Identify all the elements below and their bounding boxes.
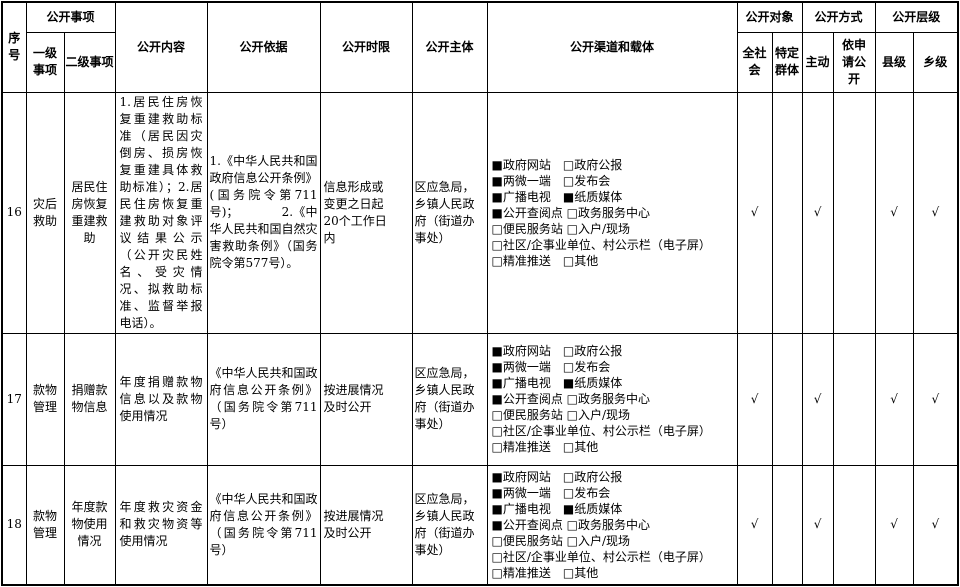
header-open-content: 公开内容 bbox=[114, 1, 208, 93]
level1-cell: 款物管理 bbox=[25, 464, 65, 586]
header-open-method: 公开方式 bbox=[801, 1, 876, 33]
header-level2-item: 二级事项 bbox=[63, 31, 116, 93]
level2-cell: 居民住房恢复重建救助 bbox=[63, 91, 116, 334]
mark-level-county-cell: √ bbox=[874, 91, 914, 334]
channel-line: □便民服务站 □入户/现场 bbox=[491, 408, 631, 422]
mark-method-active-cell: √ bbox=[801, 332, 834, 466]
channel-line: □精准推送 □其他 bbox=[491, 253, 599, 268]
mark-audience-specific-cell bbox=[771, 464, 803, 586]
channel-line: □精准推送 □其他 bbox=[491, 565, 599, 580]
channel-line: ■广播电视 ■纸质媒体 bbox=[491, 376, 623, 390]
channel-line: ■政府网站 □政府公报 bbox=[491, 344, 623, 358]
channel-line: ■公开查阅点 □政务服务中心 bbox=[491, 517, 651, 532]
channels-cell: ■政府网站 □政府公报 ■两微一端 □发布会 ■广播电视 ■纸质媒体 ■公开查阅… bbox=[486, 464, 738, 586]
content-cell: 1.居民住房恢复重建救助标准（居民因灾倒房、损房恢复重建具体救助标准）；2.居民… bbox=[114, 91, 208, 334]
header-row-1: 序号 公开事项 公开内容 公开依据 公开时限 公开主体 公开渠道和载体 公开对象… bbox=[1, 1, 959, 93]
header-level-township: 乡级 bbox=[912, 31, 959, 93]
mark-method-on-request-cell bbox=[832, 332, 876, 466]
serial-cell: 17 bbox=[1, 332, 27, 466]
mark-level-township-cell: √ bbox=[912, 464, 959, 586]
channel-line: ■广播电视 ■纸质媒体 bbox=[491, 189, 623, 204]
header-audience-all: 全社会 bbox=[736, 31, 773, 93]
header-open-items: 公开事项 bbox=[25, 1, 116, 33]
channel-line: ■公开查阅点 □政务服务中心 bbox=[491, 205, 651, 220]
subject-cell: 区应急局，乡镇人民政府（街道办事处） bbox=[411, 464, 488, 586]
channel-line: ■两微一端 □发布会 bbox=[491, 360, 611, 374]
channel-line: □社区/企事业单位、村公示栏（电子屏） bbox=[491, 549, 711, 564]
header-open-audience: 公开对象 bbox=[736, 1, 803, 33]
mark-level-county-cell: √ bbox=[874, 464, 914, 586]
level2-cell: 捐赠款物信息 bbox=[63, 332, 116, 466]
serial-cell: 18 bbox=[1, 464, 27, 586]
channel-line: ■两微一端 □发布会 bbox=[491, 173, 611, 188]
channel-line: ■两微一端 □发布会 bbox=[491, 485, 611, 500]
mark-audience-all-cell: √ bbox=[736, 464, 773, 586]
time-limit-text: 按进展情况及时公开 bbox=[323, 508, 384, 540]
time-limit-cell: 信息形成或变更之日起20个工作日内 bbox=[319, 91, 413, 334]
channel-line: □精准推送 □其他 bbox=[491, 440, 599, 454]
content-cell: 年度救灾资金和救灾物资等使用情况 bbox=[114, 464, 208, 586]
channel-line: □社区/企事业单位、村公示栏（电子屏） bbox=[491, 237, 711, 252]
mark-audience-all-cell: √ bbox=[736, 91, 773, 334]
time-limit-text: 信息形成或变更之日起20个工作日内 bbox=[323, 179, 387, 245]
mark-audience-specific-cell bbox=[771, 91, 803, 334]
header-open-level: 公开层级 bbox=[874, 1, 959, 33]
mark-level-county-cell: √ bbox=[874, 332, 914, 466]
time-limit-cell: 按进展情况及时公开 bbox=[319, 464, 413, 586]
table-row: 17 款物管理 捐赠款物信息 年度捐赠款物信息以及款物使用情况 《中华人民共和国… bbox=[1, 332, 959, 466]
header-row-2: 一级事项 二级事项 全社会 特定群体 主动 依申请公开 县级 乡级 bbox=[2, 31, 959, 93]
serial-cell: 16 bbox=[1, 91, 27, 334]
basis-cell: 《中华人民共和国政府信息公开条例》（国务院令第711号） bbox=[206, 464, 321, 586]
basis-cell: 1.《中华人民共和国政府信息公开条例》(国务院令第711号)； 2.《中华人民共… bbox=[206, 91, 321, 334]
header-method-active: 主动 bbox=[801, 31, 834, 93]
time-limit-cell: 按进展情况及时公开 bbox=[319, 332, 413, 466]
mark-level-township-cell: √ bbox=[912, 91, 959, 334]
header-open-channels: 公开渠道和载体 bbox=[486, 1, 738, 93]
channel-line: ■政府网站 □政府公报 bbox=[491, 469, 623, 484]
header-open-basis: 公开依据 bbox=[206, 1, 321, 93]
subject-cell: 区应急局，乡镇人民政府（街道办事处） bbox=[411, 91, 488, 334]
mark-method-active-cell: √ bbox=[801, 91, 834, 334]
time-limit-text: 按进展情况及时公开 bbox=[323, 383, 384, 414]
header-method-on-request: 依申请公开 bbox=[832, 31, 876, 93]
channel-line: □便民服务站 □入户/现场 bbox=[491, 221, 631, 236]
basis-cell: 《中华人民共和国政府信息公开条例》（国务院令第711号） bbox=[206, 332, 321, 466]
header-open-subject: 公开主体 bbox=[411, 1, 488, 93]
mark-method-on-request-cell bbox=[832, 464, 876, 586]
level2-cell: 年度款物使用情况 bbox=[63, 464, 116, 586]
header-level1-item: 一级事项 bbox=[25, 31, 65, 93]
channels-cell: ■政府网站 □政府公报 ■两微一端 □发布会 ■广播电视 ■纸质媒体 ■公开查阅… bbox=[486, 91, 738, 334]
header-level-county: 县级 bbox=[874, 31, 914, 93]
content-cell: 年度捐赠款物信息以及款物使用情况 bbox=[114, 332, 208, 466]
table-row: 18 款物管理 年度款物使用情况 年度救灾资金和救灾物资等使用情况 《中华人民共… bbox=[1, 464, 959, 586]
subject-cell: 区应急局，乡镇人民政府（街道办事处） bbox=[411, 332, 488, 466]
table-row: 16 灾后救助 居民住房恢复重建救助 1.居民住房恢复重建救助标准（居民因灾倒房… bbox=[1, 91, 959, 334]
channel-line: □便民服务站 □入户/现场 bbox=[491, 533, 631, 548]
mark-level-township-cell: √ bbox=[912, 332, 959, 466]
header-open-time-limit: 公开时限 bbox=[319, 1, 413, 93]
header-audience-specific: 特定群体 bbox=[771, 31, 803, 93]
channel-line: ■政府网站 □政府公报 bbox=[491, 157, 623, 172]
channels-cell: ■政府网站 □政府公报 ■两微一端 □发布会 ■广播电视 ■纸质媒体 ■公开查阅… bbox=[486, 332, 738, 466]
level1-cell: 灾后救助 bbox=[25, 91, 65, 334]
channel-line: ■广播电视 ■纸质媒体 bbox=[491, 501, 623, 516]
header-serial: 序号 bbox=[1, 1, 27, 93]
channel-line: ■公开查阅点 □政务服务中心 bbox=[491, 392, 651, 406]
mark-method-on-request-cell bbox=[832, 91, 876, 334]
channel-line: □社区/企事业单位、村公示栏（电子屏） bbox=[491, 424, 711, 438]
mark-method-active-cell: √ bbox=[801, 464, 834, 586]
mark-audience-specific-cell bbox=[771, 332, 803, 466]
level1-cell: 款物管理 bbox=[25, 332, 65, 466]
mark-audience-all-cell: √ bbox=[736, 332, 773, 466]
